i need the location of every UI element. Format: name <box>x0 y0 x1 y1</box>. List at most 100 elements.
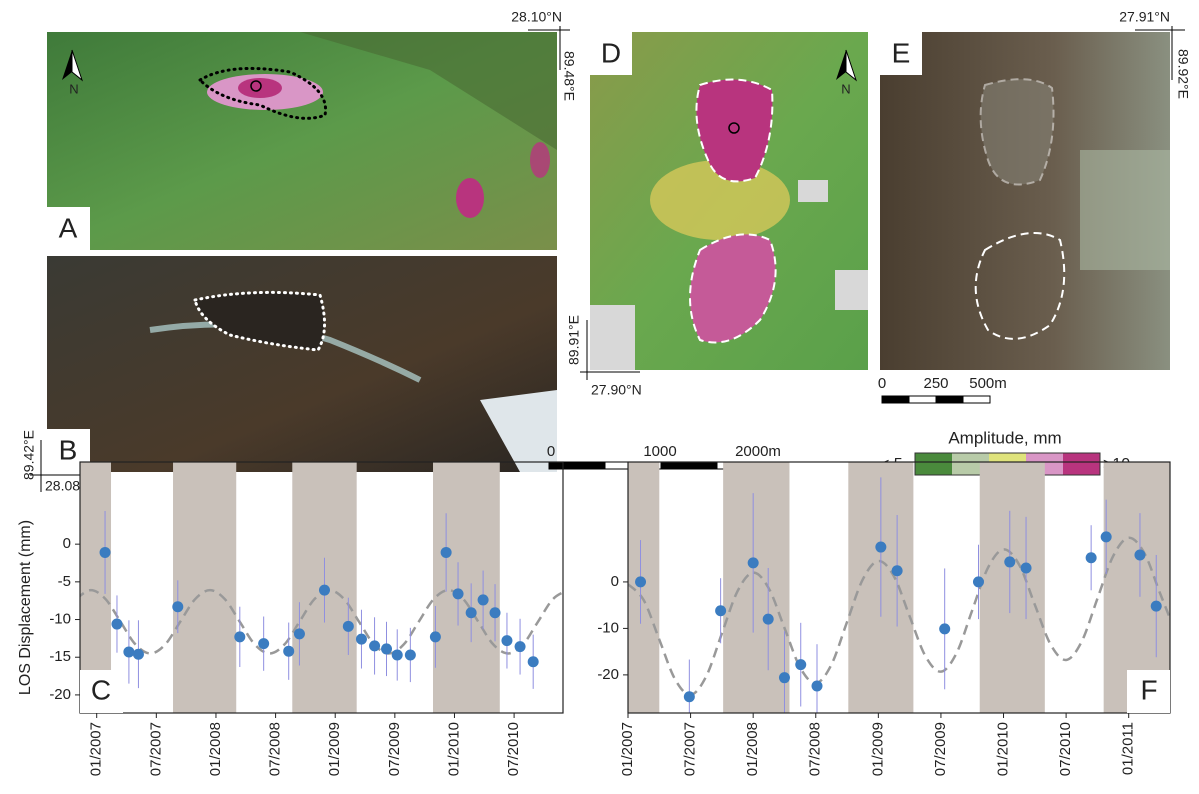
data-point <box>635 576 646 587</box>
y-tick-label: 0 <box>63 535 71 552</box>
data-point <box>441 547 452 558</box>
x-tick-label: 01/2008 <box>207 722 224 776</box>
coord-label: 27.91°N <box>1119 9 1170 25</box>
x-tick-label: 07/2008 <box>807 722 824 776</box>
season-band <box>433 462 500 713</box>
data-point <box>369 640 380 651</box>
x-tick-label: 07/2009 <box>386 722 403 776</box>
colorbar-swatch <box>915 453 952 475</box>
x-tick-label: 01/2010 <box>994 722 1011 776</box>
coord-label: 27.90°N <box>591 382 642 398</box>
data-point <box>172 601 183 612</box>
season-band <box>173 462 236 713</box>
data-point <box>478 594 489 605</box>
data-point <box>892 565 903 576</box>
x-tick-label: 01/2008 <box>744 722 761 776</box>
coord-label: 89.91°E <box>566 315 582 365</box>
data-point <box>133 649 144 660</box>
panel-label: C <box>91 674 111 705</box>
data-point <box>684 691 695 702</box>
data-point <box>123 646 134 657</box>
data-point <box>939 623 950 634</box>
x-tick-label: 07/2009 <box>932 722 949 776</box>
y-tick-label: -5 <box>58 573 71 590</box>
y-tick-label: 0 <box>611 573 619 590</box>
coord-label: 28.10°N <box>511 9 562 25</box>
map-d <box>590 32 868 370</box>
x-tick-label: 01/2007 <box>619 722 636 776</box>
x-tick-label: 07/2010 <box>505 722 522 776</box>
data-point <box>748 557 759 568</box>
coord-label: 89.48°E <box>561 51 577 101</box>
data-point <box>453 588 464 599</box>
data-point <box>356 634 367 645</box>
data-point <box>466 607 477 618</box>
y-tick-label: -15 <box>49 648 71 665</box>
colorbar-swatch <box>1063 453 1100 475</box>
data-point <box>515 641 526 652</box>
x-tick-label: 01/2011 <box>1120 722 1137 775</box>
data-point <box>973 576 984 587</box>
x-tick-label: 01/2009 <box>326 722 343 776</box>
north-label: N <box>841 81 850 96</box>
data-point <box>111 619 122 630</box>
data-point <box>779 672 790 683</box>
scale-label: 250 <box>923 375 948 392</box>
x-tick-label: 01/2007 <box>88 722 105 776</box>
data-point <box>715 605 726 616</box>
panel-label: A <box>59 212 78 243</box>
scale-label: 500m <box>969 375 1007 392</box>
data-point <box>490 607 501 618</box>
data-point <box>430 631 441 642</box>
data-point <box>812 681 823 692</box>
data-point <box>405 649 416 660</box>
scale-label: 2000m <box>735 443 781 460</box>
plot-area <box>628 462 1176 734</box>
x-tick-label: 07/2010 <box>1057 722 1074 776</box>
data-point <box>763 614 774 625</box>
data-point <box>501 635 512 646</box>
data-point <box>100 547 111 558</box>
data-point <box>1151 601 1162 612</box>
panel-label: F <box>1140 674 1157 705</box>
x-tick-label: 07/2007 <box>147 722 164 776</box>
data-point <box>258 638 269 649</box>
scale-label: 0 <box>547 443 555 460</box>
scale-label: 1000 <box>643 443 676 460</box>
data-point <box>343 621 354 632</box>
data-point <box>528 656 539 667</box>
y-tick-label: -10 <box>49 611 71 628</box>
map-a <box>47 32 557 250</box>
plot-area <box>76 462 568 713</box>
data-point <box>319 585 330 596</box>
data-point <box>381 643 392 654</box>
y-tick-label: -20 <box>49 686 71 703</box>
north-label: N <box>69 81 78 96</box>
colorbar-title: Amplitude, mm <box>948 428 1061 447</box>
data-point <box>1101 531 1112 542</box>
season-band <box>980 462 1045 713</box>
data-point <box>1021 562 1032 573</box>
data-point <box>795 659 806 670</box>
coord-label: 89.92°E <box>1175 49 1191 99</box>
panel-label: E <box>892 37 911 68</box>
data-point <box>392 649 403 660</box>
data-point <box>283 646 294 657</box>
x-tick-label: 01/2009 <box>869 722 886 776</box>
x-tick-label: 07/2007 <box>682 722 699 776</box>
panel-label: B <box>59 434 78 465</box>
data-point <box>234 631 245 642</box>
figure: A N 28.10°N 89.48°E B 89.42°E 28.08°N D … <box>0 0 1199 794</box>
data-point <box>294 628 305 639</box>
x-tick-label: 07/2008 <box>267 722 284 776</box>
y-axis-label: LOS Displacement (mm) <box>17 520 34 695</box>
panel-label: D <box>601 37 621 68</box>
data-point <box>1086 552 1097 563</box>
data-point <box>875 542 886 553</box>
x-tick-label: 01/2010 <box>445 722 462 776</box>
map-e <box>880 32 1170 370</box>
scale-bar <box>882 396 990 403</box>
y-tick-label: -10 <box>597 619 619 636</box>
data-point <box>1004 556 1015 567</box>
scale-label: 0 <box>878 375 886 392</box>
